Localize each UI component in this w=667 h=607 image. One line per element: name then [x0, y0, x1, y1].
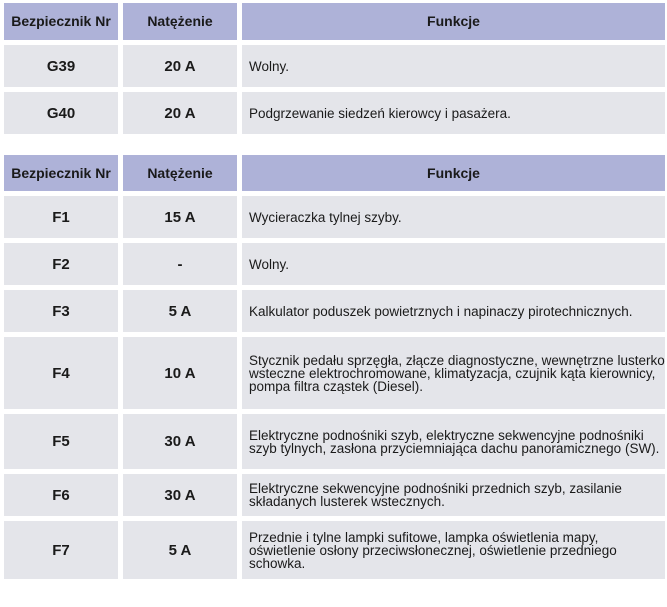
table-row: F2 - Wolny.: [4, 243, 665, 285]
fuse-function: Wolny.: [242, 243, 665, 285]
header-current: Natężenie: [123, 155, 237, 191]
fuse-amperage: 5 A: [123, 521, 237, 579]
fuse-amperage: 30 A: [123, 414, 237, 469]
table-row: F4 10 A Stycznik pedału sprzęgła, złącze…: [4, 337, 665, 409]
header-fuse-nr-label: Bezpiecznik Nr: [11, 13, 111, 29]
fuse-amperage: 20 A: [123, 92, 237, 134]
fuse-function: Wycieraczka tylnej szyby.: [242, 196, 665, 238]
table-row: G40 20 A Podgrzewanie siedzeń kierowcy i…: [4, 92, 665, 134]
fuse-amperage: 30 A: [123, 474, 237, 516]
fuse-number: F3: [4, 290, 118, 332]
header-current: Natężenie: [123, 3, 237, 40]
header-functions: Funkcje: [242, 155, 665, 191]
fuse-amperage: 20 A: [123, 45, 237, 87]
fuse-function: Wolny.: [242, 45, 665, 87]
fuse-number: F2: [4, 243, 118, 285]
table-header-row: Bezpiecznik Nr Natężenie Funkcje: [4, 155, 665, 191]
table-row: G39 20 A Wolny.: [4, 45, 665, 87]
fuse-table-1: Bezpiecznik Nr Natężenie Funkcje G39 20 …: [4, 0, 665, 139]
fuse-number: G39: [4, 45, 118, 87]
fuse-function: Przednie i tylne lampki sufitowe, lampka…: [242, 521, 665, 579]
table-row: F1 15 A Wycieraczka tylnej szyby.: [4, 196, 665, 238]
fuse-function: Podgrzewanie siedzeń kierowcy i pasażera…: [242, 92, 665, 134]
fuse-function: Stycznik pedału sprzęgła, złącze diagnos…: [242, 337, 665, 409]
table-row: F5 30 A Elektryczne podnośniki szyb, ele…: [4, 414, 665, 469]
header-fuse-nr: Bezpiecznik Nr: [4, 3, 118, 40]
fuse-amperage: -: [123, 243, 237, 285]
fuse-number: F6: [4, 474, 118, 516]
fuse-amperage: 5 A: [123, 290, 237, 332]
fuse-amperage: 15 A: [123, 196, 237, 238]
header-functions: Funkcje: [242, 3, 665, 40]
table-row: F7 5 A Przednie i tylne lampki sufitowe,…: [4, 521, 665, 579]
fuse-number: F7: [4, 521, 118, 579]
table-row: F3 5 A Kalkulator poduszek powietrznych …: [4, 290, 665, 332]
fuse-function: Elektryczne podnośniki szyb, elektryczne…: [242, 414, 665, 469]
fuse-table-2: Bezpiecznik Nr Natężenie Funkcje F1 15 A…: [4, 150, 665, 584]
header-fuse-nr: Bezpiecznik Nr: [4, 155, 118, 191]
fuse-amperage: 10 A: [123, 337, 237, 409]
fuse-number: F5: [4, 414, 118, 469]
fuse-function: Elektryczne sekwencyjne podnośniki przed…: [242, 474, 665, 516]
table-header-row: Bezpiecznik Nr Natężenie Funkcje: [4, 3, 665, 40]
fuse-number: F4: [4, 337, 118, 409]
fuse-function: Kalkulator poduszek powietrznych i napin…: [242, 290, 665, 332]
fuse-number: F1: [4, 196, 118, 238]
fuse-number: G40: [4, 92, 118, 134]
table-row: F6 30 A Elektryczne sekwencyjne podnośni…: [4, 474, 665, 516]
